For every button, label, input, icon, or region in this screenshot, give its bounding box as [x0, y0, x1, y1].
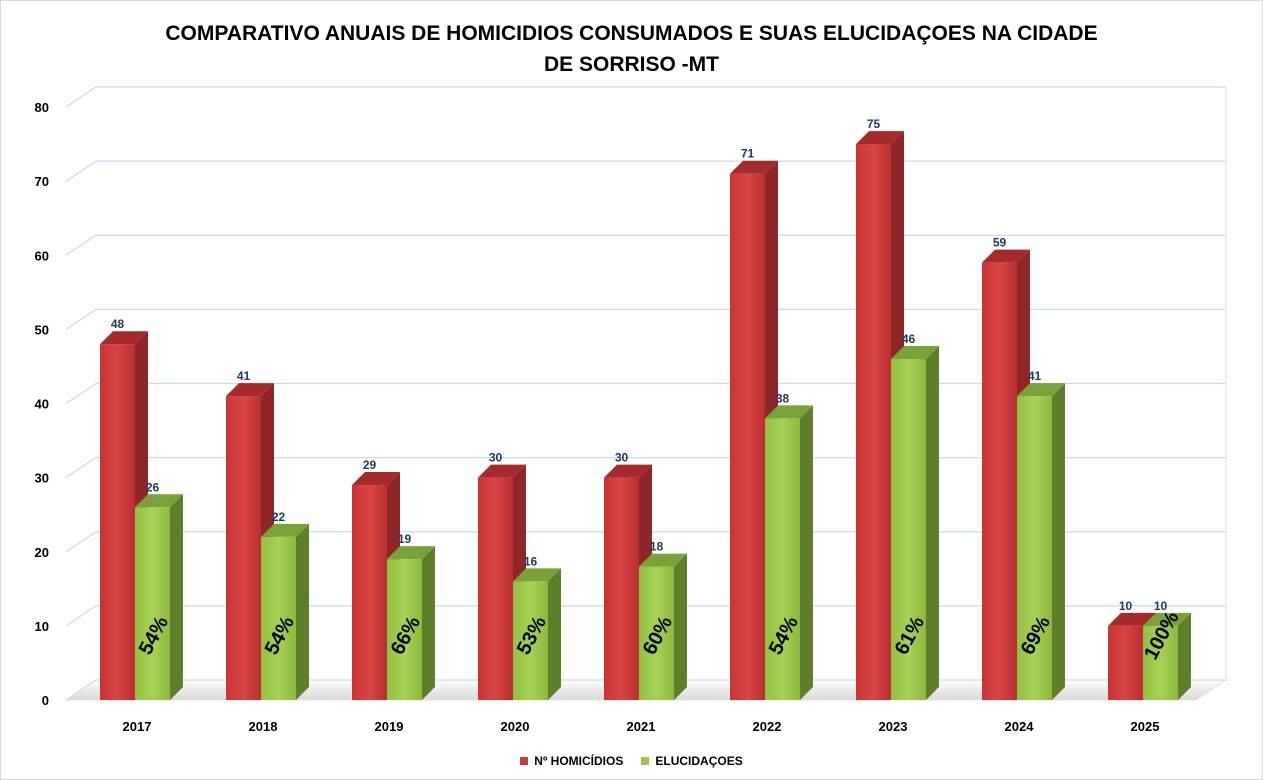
bar-elucidacoes-top	[513, 568, 561, 582]
bar-elucidacoes-side	[926, 346, 939, 700]
data-label-elucidacoes: 10	[1154, 599, 1168, 613]
bar-elucidacoes	[387, 559, 422, 700]
bar-homicidios	[856, 144, 891, 700]
y-tick-label: 0	[42, 693, 49, 708]
data-label-homicidios: 30	[615, 451, 629, 465]
bar-elucidacoes	[1017, 396, 1052, 700]
data-label-homicidios: 59	[993, 236, 1007, 250]
gridline	[65, 86, 1226, 108]
bar-homicidios	[478, 477, 513, 700]
y-tick-label: 80	[35, 100, 49, 115]
bar-elucidacoes	[513, 581, 548, 700]
data-label-homicidios: 29	[363, 458, 377, 472]
bar-homicidios	[226, 396, 261, 700]
x-tick-label: 2024	[1005, 719, 1035, 734]
bar-homicidios-top	[352, 472, 400, 486]
legend-swatch-homicidios	[520, 757, 529, 765]
gridline	[65, 457, 1226, 479]
x-tick-label: 2017	[123, 719, 152, 734]
bar-elucidacoes-top	[1143, 612, 1191, 626]
x-tick-label: 2022	[753, 719, 782, 734]
x-tick-label: 2019	[375, 719, 404, 734]
bar-elucidacoes-side	[1052, 383, 1065, 700]
bar-elucidacoes	[639, 566, 674, 700]
legend-swatch-elucidacoes	[641, 757, 650, 765]
data-label-elucidacoes: 22	[272, 510, 286, 524]
bar-elucidacoes-top	[387, 546, 435, 560]
legend-label-elucidacoes: ELUCIDAÇOES	[655, 754, 743, 768]
data-label-elucidacoes: 19	[398, 532, 412, 546]
x-tick-label: 2023	[879, 719, 908, 734]
data-label-homicidios: 30	[489, 451, 503, 465]
data-label-homicidios: 48	[111, 317, 125, 331]
bar-elucidacoes-side	[1178, 612, 1191, 700]
bar-elucidacoes	[891, 359, 926, 700]
gridline	[65, 679, 1226, 701]
data-label-elucidacoes: 26	[146, 480, 160, 494]
bar-elucidacoes	[135, 507, 170, 700]
gridline	[65, 308, 1226, 330]
bar-homicidios-top	[856, 131, 904, 145]
bar-elucidacoes-side	[422, 546, 435, 700]
legend-item-homicidios: Nº HOMICÍDIOS	[520, 754, 623, 768]
bar-homicidios	[352, 485, 387, 700]
bar-homicidios-top	[730, 160, 778, 174]
gridline	[65, 605, 1226, 627]
legend-item-elucidacoes: ELUCIDAÇOES	[641, 754, 743, 768]
y-tick-label: 10	[35, 619, 49, 634]
bar-homicidios-top	[604, 464, 652, 478]
bar-elucidacoes-top	[765, 405, 813, 419]
data-label-elucidacoes: 41	[1028, 369, 1042, 383]
bar-elucidacoes	[765, 418, 800, 700]
bar-homicidios-top	[226, 383, 274, 397]
y-tick-label: 40	[35, 397, 49, 412]
y-tick-label: 60	[35, 248, 49, 263]
data-label-elucidacoes: 16	[524, 554, 538, 568]
data-label-homicidios: 10	[1119, 599, 1133, 613]
y-tick-label: 50	[35, 322, 49, 337]
bar-elucidacoes-side	[170, 494, 183, 700]
chart-legend: Nº HOMICÍDIOS ELUCIDAÇOES	[0, 754, 1263, 768]
bar-homicidios	[1108, 625, 1143, 700]
x-tick-label: 2020	[501, 719, 530, 734]
gridline	[65, 382, 1226, 404]
bar-homicidios	[982, 262, 1017, 700]
bar-homicidios-top	[1108, 612, 1156, 626]
chart-title: COMPARATIVO ANUAIS DE HOMICIDIOS CONSUMA…	[165, 22, 1098, 76]
bar-elucidacoes	[261, 536, 296, 700]
y-tick-label: 30	[35, 471, 49, 486]
y-tick-label: 20	[35, 545, 49, 560]
bar-elucidacoes-top	[135, 494, 183, 508]
bar-elucidacoes-side	[548, 568, 561, 700]
bar-elucidacoes-side	[296, 523, 309, 700]
bar-homicidios	[604, 477, 639, 700]
x-tick-label: 2018	[249, 719, 278, 734]
data-label-homicidios: 75	[867, 117, 881, 131]
gridline	[65, 531, 1226, 553]
bar-homicidios	[100, 344, 135, 700]
bar-elucidacoes	[1143, 625, 1178, 700]
bar-homicidios-top	[982, 249, 1030, 263]
data-label-elucidacoes: 46	[902, 332, 916, 346]
data-label-homicidios: 71	[741, 147, 755, 161]
y-tick-label: 70	[35, 174, 49, 189]
bar-elucidacoes-top	[639, 553, 687, 567]
bar-homicidios-top	[478, 464, 526, 478]
data-label-elucidacoes: 38	[776, 391, 790, 405]
bar-elucidacoes-top	[261, 523, 309, 537]
x-tick-label: 2025	[1131, 719, 1160, 734]
legend-label-homicidios: Nº HOMICÍDIOS	[534, 754, 624, 768]
bar-elucidacoes-side	[674, 553, 687, 700]
bar-homicidios	[730, 173, 765, 700]
data-label-homicidios: 41	[237, 369, 251, 383]
data-label-elucidacoes: 18	[650, 540, 664, 554]
x-tick-label: 2021	[627, 719, 656, 734]
gridline	[65, 160, 1226, 182]
bar-homicidios-top	[100, 331, 148, 345]
gridline	[65, 234, 1226, 256]
bar-elucidacoes-top	[891, 346, 939, 360]
bar-elucidacoes-top	[1017, 383, 1065, 397]
bar-elucidacoes-side	[800, 405, 813, 700]
